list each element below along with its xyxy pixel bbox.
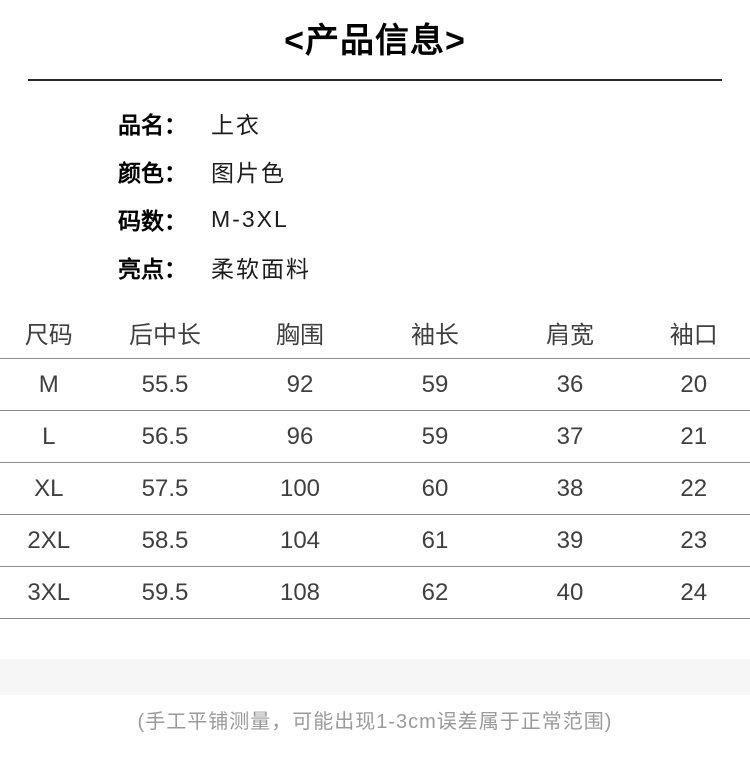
info-label: 品名：	[118, 112, 187, 138]
cell-size: M	[0, 358, 98, 411]
size-table-header-shoulder-width: 肩宽	[502, 307, 638, 359]
table-row: 2XL 58.5 104 61 39 23	[0, 514, 750, 567]
cell-sleeve-length: 59	[367, 410, 503, 463]
size-table-header-row: 尺码 后中长 胸围 袖长 肩宽 袖口	[0, 307, 750, 359]
cell-sleeve-length: 61	[367, 514, 503, 567]
cell-back-length: 58.5	[97, 514, 233, 567]
info-row-highlight: 亮点： 柔软面料	[118, 243, 750, 291]
info-label: 颜色：	[118, 160, 187, 186]
table-row: M 55.5 92 59 36 20	[0, 358, 750, 411]
size-table-header-size: 尺码	[0, 307, 98, 359]
info-label: 亮点：	[118, 256, 187, 282]
title-divider	[28, 79, 722, 81]
info-row-color: 颜色： 图片色	[118, 147, 750, 195]
cell-shoulder-width: 38	[502, 462, 638, 515]
cell-bust: 100	[232, 462, 368, 515]
cell-size: 2XL	[0, 514, 98, 567]
table-row: 3XL 59.5 108 62 40 24	[0, 566, 750, 619]
info-row-product-name: 品名： 上衣	[118, 99, 750, 147]
info-value: 柔软面料	[211, 256, 311, 282]
cell-back-length: 57.5	[97, 462, 233, 515]
info-row-sizes: 码数： M-3XL	[118, 195, 750, 243]
cell-shoulder-width: 40	[502, 566, 638, 619]
info-value: M-3XL	[211, 205, 289, 232]
cell-cuff: 24	[637, 566, 750, 619]
cell-bust: 96	[232, 410, 368, 463]
measurement-note: (手工平铺测量，可能出现1-3cm误差属于正常范围)	[137, 711, 613, 733]
cell-size: L	[0, 410, 98, 463]
page-title: <产品信息>	[284, 22, 466, 60]
product-info-list: 品名： 上衣 颜色： 图片色 码数： M-3XL 亮点： 柔软面料	[118, 99, 750, 291]
size-table-header-back-length: 后中长	[97, 307, 233, 359]
cell-shoulder-width: 39	[502, 514, 638, 567]
size-table-header-bust: 胸围	[232, 307, 368, 359]
cell-back-length: 59.5	[97, 566, 233, 619]
cell-sleeve-length: 60	[367, 462, 503, 515]
cell-size: 3XL	[0, 566, 98, 619]
cell-bust: 92	[232, 358, 368, 411]
table-row: XL 57.5 100 60 38 22	[0, 462, 750, 515]
size-chart-table: 尺码 后中长 胸围 袖长 肩宽 袖口 M 55.5 92 59 36 20 L …	[0, 307, 750, 619]
info-value: 上衣	[211, 112, 261, 138]
section-divider-band	[0, 659, 750, 695]
cell-cuff: 21	[637, 410, 750, 463]
size-table-header-cuff: 袖口	[637, 307, 750, 359]
cell-sleeve-length: 62	[367, 566, 503, 619]
cell-bust: 108	[232, 566, 368, 619]
cell-cuff: 22	[637, 462, 750, 515]
info-value: 图片色	[211, 160, 286, 186]
size-table-header-sleeve-length: 袖长	[367, 307, 503, 359]
info-label: 码数：	[118, 208, 187, 234]
cell-size: XL	[0, 462, 98, 515]
cell-sleeve-length: 59	[367, 358, 503, 411]
cell-shoulder-width: 37	[502, 410, 638, 463]
cell-bust: 104	[232, 514, 368, 567]
cell-cuff: 23	[637, 514, 750, 567]
cell-shoulder-width: 36	[502, 358, 638, 411]
cell-cuff: 20	[637, 358, 750, 411]
table-row: L 56.5 96 59 37 21	[0, 410, 750, 463]
cell-back-length: 55.5	[97, 358, 233, 411]
cell-back-length: 56.5	[97, 410, 233, 463]
